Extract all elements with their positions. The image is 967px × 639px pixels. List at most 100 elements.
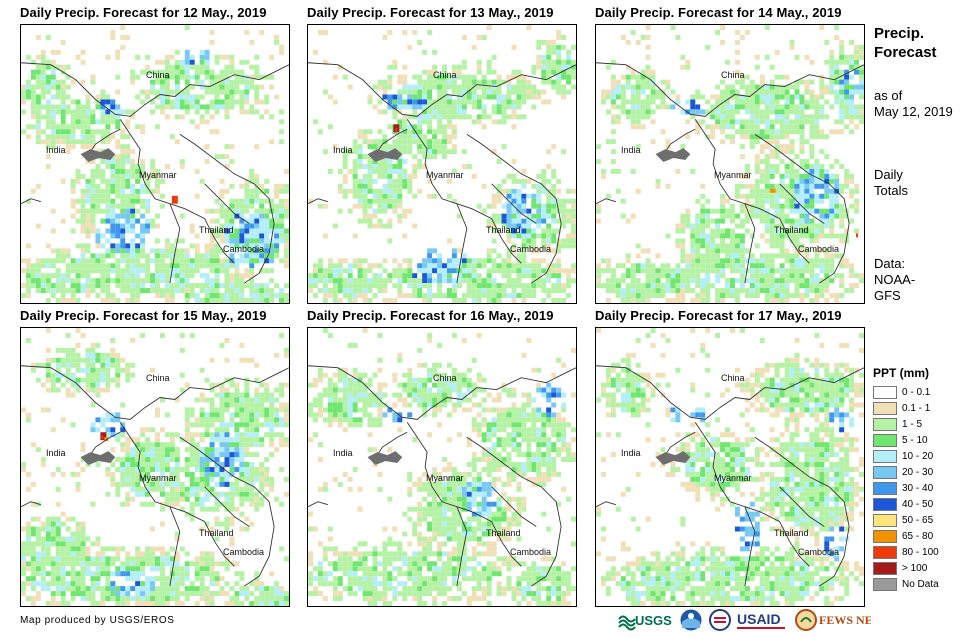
legend-label: 0.1 - 1 <box>902 402 931 414</box>
forecast-title-line: Forecast <box>874 44 937 61</box>
legend-swatch <box>873 577 897 591</box>
map-label-myanmar: Myanmar <box>139 170 177 180</box>
country-border <box>456 506 522 567</box>
legend-swatch <box>873 401 897 415</box>
map-label-india: India <box>621 448 641 458</box>
legend-item: 1 - 5 <box>873 416 963 432</box>
legend-label: 10 - 20 <box>902 450 934 462</box>
country-border <box>119 422 181 587</box>
heavy-rain-cell <box>395 128 398 133</box>
legend-label: 65 - 80 <box>902 530 934 542</box>
daily-totals-note: Daily Totals <box>874 167 908 199</box>
legend-title: PPT (mm) <box>873 366 930 380</box>
usaid-logo[interactable]: USAID <box>737 609 789 631</box>
country-border <box>179 133 275 284</box>
heavy-rain-cell <box>171 195 178 204</box>
legend-swatch <box>873 529 897 543</box>
map-label-myanmar: Myanmar <box>426 473 464 483</box>
no-data-area <box>655 451 691 466</box>
map-label-myanmar: Myanmar <box>714 473 752 483</box>
legend-item: 0 - 0.1 <box>873 384 963 400</box>
map-label-cambodia: Cambodia <box>510 244 552 254</box>
map-label-thailand: Thailand <box>199 225 234 235</box>
legend-label: No Data <box>902 578 939 590</box>
data-line: NOAA- <box>874 272 916 287</box>
country-border <box>308 62 576 117</box>
no-data-area <box>367 148 403 163</box>
no-data-area <box>655 148 691 163</box>
usgs-logo[interactable]: USGS <box>617 609 673 631</box>
map-label-cambodia: Cambodia <box>223 244 265 254</box>
heavy-rain-cell <box>101 435 104 440</box>
map-label-thailand: Thailand <box>774 225 809 235</box>
ppt-legend: PPT (mm) 0 - 0.1 0.1 - 1 1 - 5 5 - 10 10 - 2… <box>873 366 963 592</box>
country-border <box>779 486 825 527</box>
map-credit: Map produced by USGS/EROS <box>20 615 175 626</box>
legend-item: 10 - 20 <box>873 448 963 464</box>
country-border <box>596 62 864 117</box>
noaa-logo[interactable] <box>679 608 703 632</box>
no-data-area <box>367 451 403 466</box>
data-line: GFS <box>874 288 901 303</box>
precip-map[interactable]: China India Myanmar Thailand Cambodia <box>307 327 577 607</box>
map-label-india: India <box>621 145 641 155</box>
usaid-seal-icon <box>709 609 731 631</box>
precip-map[interactable]: China India Myanmar Thailand Cambodia <box>20 24 290 304</box>
country-border <box>466 133 562 284</box>
legend-swatch <box>873 385 897 399</box>
panel-title: Daily Precip. Forecast for 15 May., 2019 <box>20 308 267 323</box>
legend-label: 40 - 50 <box>902 498 934 510</box>
map-label-china: China <box>146 70 170 80</box>
legend-label: 1 - 5 <box>902 418 923 430</box>
country-border <box>754 436 850 587</box>
fewsnet-logo[interactable]: FEWS NET <box>795 608 871 632</box>
country-border <box>596 501 616 508</box>
legend-label: 30 - 40 <box>902 482 934 494</box>
map-label-cambodia: Cambodia <box>798 547 840 557</box>
map-label-china: China <box>721 373 745 383</box>
map-label-thailand: Thailand <box>486 225 521 235</box>
country-border <box>406 119 468 284</box>
totals-line: Daily <box>874 167 903 182</box>
country-border <box>694 119 756 284</box>
precip-raster <box>308 328 576 606</box>
no-data-area <box>80 148 116 163</box>
legend-label: 5 - 10 <box>902 434 928 446</box>
legend-item: 5 - 10 <box>873 432 963 448</box>
heavy-rain-cell <box>393 124 400 133</box>
map-label-india: India <box>333 448 353 458</box>
legend-swatch <box>873 513 897 527</box>
country-border <box>491 183 537 224</box>
country-border <box>21 62 289 117</box>
precip-raster <box>596 328 864 606</box>
legend-label: 80 - 100 <box>902 546 939 558</box>
precip-map[interactable]: China India Myanmar Thailand Cambodia <box>595 327 865 607</box>
heavy-rain-cell <box>856 233 859 238</box>
map-label-india: India <box>333 145 353 155</box>
legend-swatch <box>873 465 897 479</box>
country-border <box>179 436 275 587</box>
country-border <box>204 486 250 527</box>
totals-line: Totals <box>874 183 908 198</box>
agency-logos: USGS USAID FEWS NET <box>617 607 877 633</box>
precip-raster <box>21 328 289 606</box>
precip-map[interactable]: China India Myanmar Thailand Cambodia <box>307 24 577 304</box>
legend-swatch <box>873 433 897 447</box>
precip-map[interactable]: China India Myanmar Thailand Cambodia <box>595 24 865 304</box>
legend-swatch <box>873 497 897 511</box>
map-label-cambodia: Cambodia <box>510 547 552 557</box>
country-border <box>21 501 41 508</box>
country-border <box>596 365 864 420</box>
country-border <box>169 203 235 264</box>
legend-label: 50 - 65 <box>902 514 934 526</box>
heavy-rain-cell <box>104 437 109 442</box>
precip-raster <box>21 25 289 303</box>
map-label-india: India <box>46 448 66 458</box>
country-border <box>596 198 616 205</box>
country-border <box>694 422 756 587</box>
map-label-myanmar: Myanmar <box>714 170 752 180</box>
legend-item: 20 - 30 <box>873 464 963 480</box>
no-data-area <box>80 451 116 466</box>
precip-map[interactable]: China India Myanmar Thailand Cambodia <box>20 327 290 607</box>
legend-item: 40 - 50 <box>873 496 963 512</box>
